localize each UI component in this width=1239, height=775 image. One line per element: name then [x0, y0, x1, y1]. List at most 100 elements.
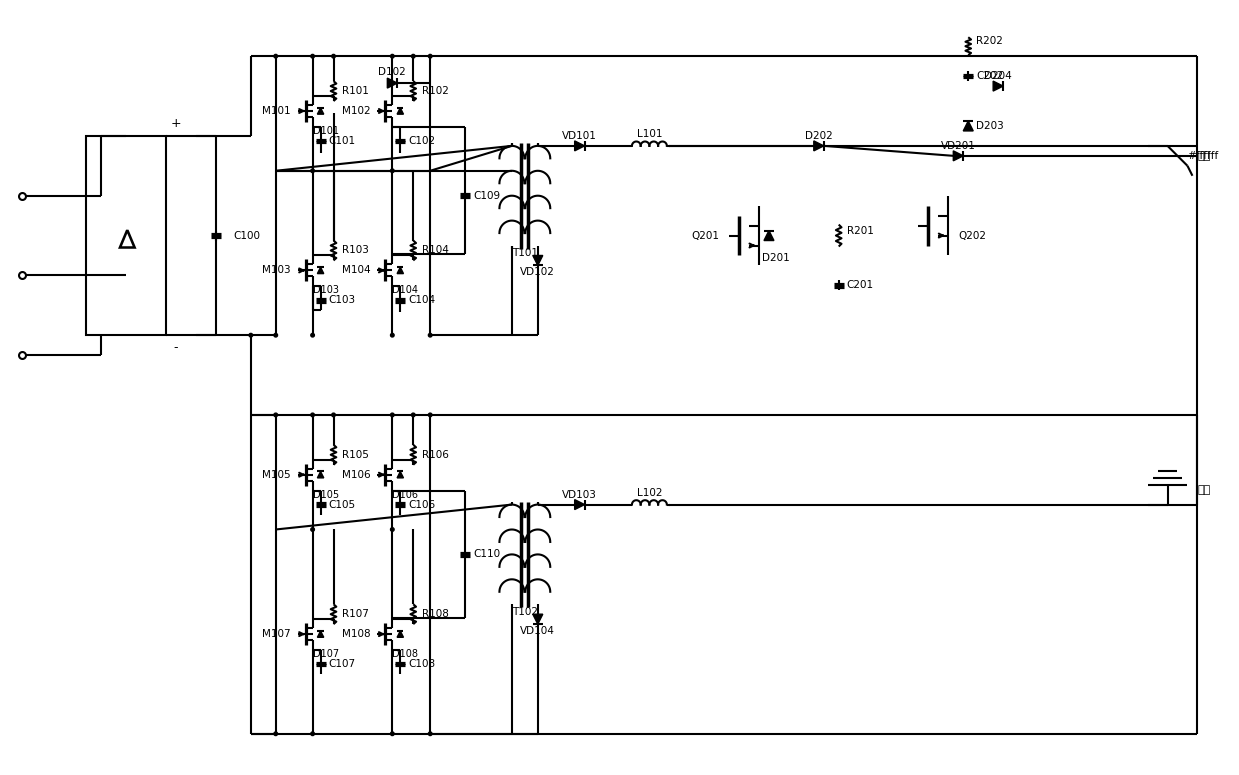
Circle shape — [429, 413, 432, 417]
Text: M108: M108 — [342, 629, 370, 639]
Text: 工件: 工件 — [1197, 484, 1211, 494]
Text: VD103: VD103 — [563, 490, 597, 500]
Circle shape — [274, 413, 278, 417]
Circle shape — [390, 54, 394, 58]
Polygon shape — [533, 256, 543, 266]
Polygon shape — [575, 141, 585, 151]
Text: D203: D203 — [976, 121, 1004, 131]
Polygon shape — [398, 267, 404, 274]
Circle shape — [249, 333, 253, 337]
Circle shape — [332, 54, 336, 58]
Circle shape — [429, 732, 432, 735]
Polygon shape — [764, 231, 774, 240]
Text: D202: D202 — [805, 131, 833, 141]
Text: VD102: VD102 — [520, 267, 555, 277]
Text: C103: C103 — [328, 295, 356, 305]
Text: C110: C110 — [473, 549, 501, 560]
Text: C106: C106 — [409, 500, 435, 510]
Text: C107: C107 — [328, 659, 356, 669]
Polygon shape — [963, 121, 973, 131]
Polygon shape — [398, 471, 404, 478]
Text: R201: R201 — [846, 226, 873, 236]
Circle shape — [390, 333, 394, 337]
Text: C108: C108 — [409, 659, 435, 669]
Text: D107: D107 — [312, 649, 338, 659]
Text: VD101: VD101 — [563, 131, 597, 141]
Circle shape — [274, 732, 278, 735]
Text: L101: L101 — [637, 129, 662, 139]
Circle shape — [332, 413, 336, 417]
Text: Q202: Q202 — [958, 230, 986, 240]
Text: D108: D108 — [393, 649, 419, 659]
Text: T101: T101 — [512, 249, 538, 259]
Circle shape — [390, 528, 394, 532]
Circle shape — [429, 54, 432, 58]
Text: C201: C201 — [846, 281, 873, 291]
Circle shape — [390, 732, 394, 735]
Text: R108: R108 — [422, 609, 449, 619]
Polygon shape — [398, 108, 404, 114]
Text: R106: R106 — [422, 449, 449, 460]
Text: M107: M107 — [263, 629, 291, 639]
Polygon shape — [953, 151, 963, 161]
Text: C100: C100 — [233, 230, 260, 240]
Polygon shape — [533, 614, 543, 624]
Text: M104: M104 — [342, 265, 370, 275]
Text: T102: T102 — [512, 607, 538, 617]
Text: D104: D104 — [393, 285, 419, 295]
Text: C102: C102 — [409, 136, 435, 146]
Circle shape — [390, 169, 394, 173]
Text: M102: M102 — [342, 106, 370, 116]
Circle shape — [311, 413, 315, 417]
Text: R102: R102 — [422, 86, 449, 96]
Text: M105: M105 — [263, 470, 291, 480]
Text: R104: R104 — [422, 246, 449, 256]
Text: D201: D201 — [762, 253, 789, 264]
Circle shape — [274, 54, 278, 58]
Text: ⊳: ⊳ — [112, 222, 141, 248]
Text: M106: M106 — [342, 470, 370, 480]
Text: VD104: VD104 — [520, 626, 555, 636]
Text: -: - — [173, 341, 178, 353]
Text: L102: L102 — [637, 487, 662, 498]
Text: D105: D105 — [312, 490, 338, 500]
Circle shape — [311, 169, 315, 173]
Text: R101: R101 — [342, 86, 369, 96]
Polygon shape — [388, 78, 398, 88]
Text: D204: D204 — [984, 71, 1012, 81]
Text: D106: D106 — [393, 490, 419, 500]
Text: D101: D101 — [312, 126, 338, 136]
Circle shape — [311, 333, 315, 337]
Polygon shape — [994, 81, 1004, 91]
Polygon shape — [317, 267, 323, 274]
Circle shape — [411, 54, 415, 58]
Circle shape — [274, 333, 278, 337]
Text: R107: R107 — [342, 609, 369, 619]
Polygon shape — [814, 141, 824, 151]
Circle shape — [311, 528, 315, 532]
Polygon shape — [317, 471, 323, 478]
Polygon shape — [317, 108, 323, 114]
Text: #ffffff: #ffffff — [1187, 151, 1218, 161]
Circle shape — [311, 732, 315, 735]
Circle shape — [429, 333, 432, 337]
Polygon shape — [317, 631, 323, 637]
Text: C104: C104 — [409, 295, 435, 305]
Text: C105: C105 — [328, 500, 356, 510]
Text: C101: C101 — [328, 136, 356, 146]
Text: R202: R202 — [976, 36, 1004, 46]
Text: D102: D102 — [378, 67, 406, 78]
Text: VD201: VD201 — [940, 141, 976, 151]
Circle shape — [311, 54, 315, 58]
Text: R105: R105 — [342, 449, 369, 460]
Text: R103: R103 — [342, 246, 369, 256]
Text: 电极: 电极 — [1197, 151, 1211, 161]
Text: D103: D103 — [312, 285, 338, 295]
Polygon shape — [398, 631, 404, 637]
Circle shape — [390, 413, 394, 417]
Text: +: + — [171, 118, 181, 130]
Circle shape — [411, 413, 415, 417]
Text: C109: C109 — [473, 191, 501, 201]
Polygon shape — [575, 500, 585, 509]
Text: C202: C202 — [976, 71, 1004, 81]
